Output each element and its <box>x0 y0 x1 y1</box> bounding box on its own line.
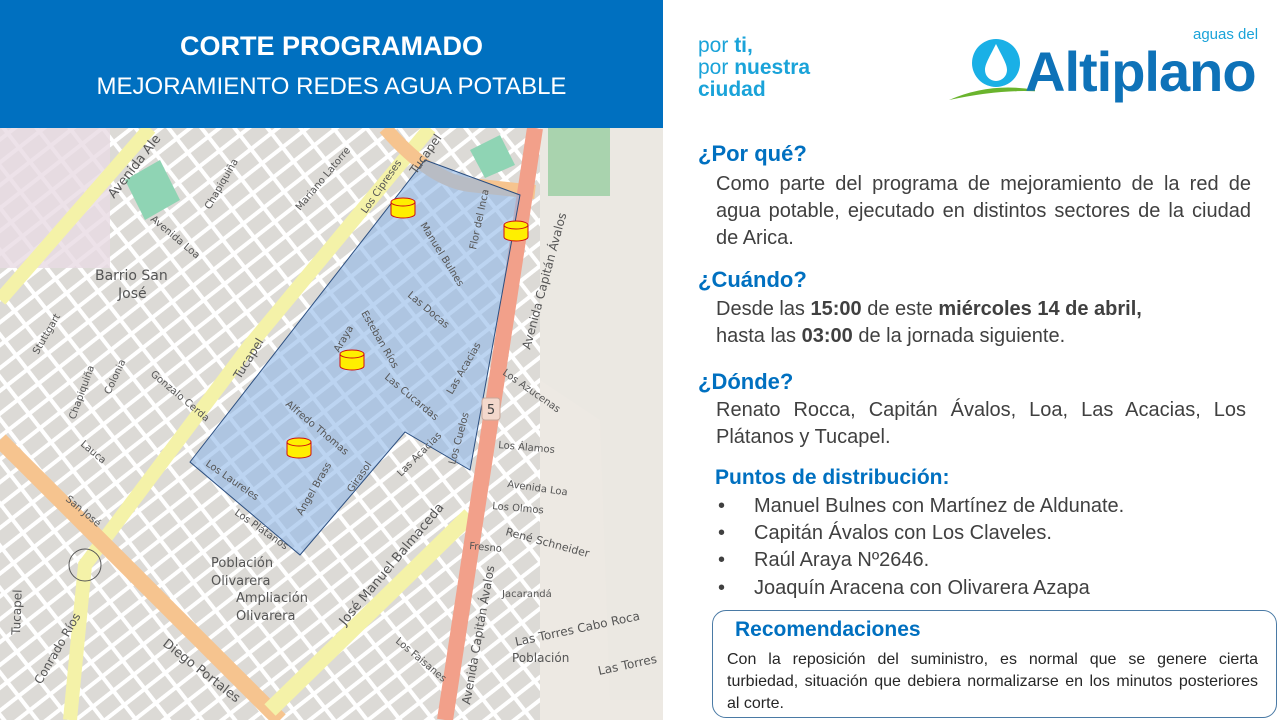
slogan: por ti, por nuestra ciudad <box>698 34 811 101</box>
map[interactable]: 5 Avenida Ale Tucapel Tucapel Tucapel Avenid… <box>0 128 663 720</box>
map-canvas: 5 Avenida Ale TucapelTucapelTucapelAvenid… <box>0 128 663 720</box>
distribution-point-icon[interactable] <box>286 437 312 459</box>
map-street-label: Barrio San <box>95 268 168 284</box>
map-street-label: Fresno <box>469 541 503 555</box>
heading-cuando: ¿Cuándo? <box>698 267 807 292</box>
road-diego-portales <box>0 434 286 720</box>
road-balmaceda <box>264 509 476 716</box>
swoosh <box>949 87 1035 100</box>
map-street-label: Tucapel <box>9 589 25 636</box>
water-drop-icon <box>949 39 1035 100</box>
recommendations-heading: Recomendaciones <box>735 618 921 641</box>
text-donde: Renato Rocca, Capitán Ávalos, Loa, Las A… <box>716 399 1246 448</box>
park <box>548 128 610 196</box>
map-street-label: Población <box>211 556 273 571</box>
map-street-label: José <box>117 286 147 302</box>
recommendations-box: Recomendaciones Con la reposición del su… <box>712 610 1277 718</box>
distribution-point-icon[interactable] <box>339 349 365 371</box>
text-cuando: Desde las 15:00 de este miércoles 14 de … <box>716 298 1142 347</box>
heading-puntos: Puntos de distribución: <box>715 466 950 489</box>
map-street-label: Población <box>512 651 569 665</box>
sports-field <box>125 160 180 220</box>
road-tucapel <box>63 128 436 720</box>
banner-title: CORTE PROGRAMADO <box>180 31 483 61</box>
map-street-label: Olivarera <box>211 574 270 589</box>
map-street-label: Los Olmos <box>492 501 544 516</box>
text-por-que: Como parte del programa de mejoramiento … <box>716 173 1251 249</box>
title-banner: CORTE PROGRAMADO MEJORAMIENTO REDES AGUA… <box>0 0 663 128</box>
map-street-label: Olivarera <box>236 609 295 624</box>
heading-por-que: ¿Por qué? <box>698 141 807 166</box>
route-shield: 5 <box>481 397 501 421</box>
road-avenida-alessandri <box>0 128 156 305</box>
distribution-point-icon[interactable] <box>390 197 416 219</box>
map-street-label: Jacarandá <box>501 588 552 600</box>
route-shield-number: 5 <box>487 403 495 418</box>
logo-prefix: aguas del <box>1193 26 1259 43</box>
recommendations-text: Con la reposición del suministro, es nor… <box>727 651 1258 712</box>
banner-subtitle: MEJORAMIENTO REDES AGUA POTABLE <box>96 73 567 100</box>
distribution-point-icon[interactable] <box>503 220 529 242</box>
logo-wordmark: Altiplano <box>1025 40 1257 103</box>
heading-donde: ¿Dónde? <box>698 369 794 394</box>
aguas-del-altiplano-logo: Altiplano aguas del <box>945 26 1258 105</box>
map-street-label: Ampliación <box>236 591 308 606</box>
